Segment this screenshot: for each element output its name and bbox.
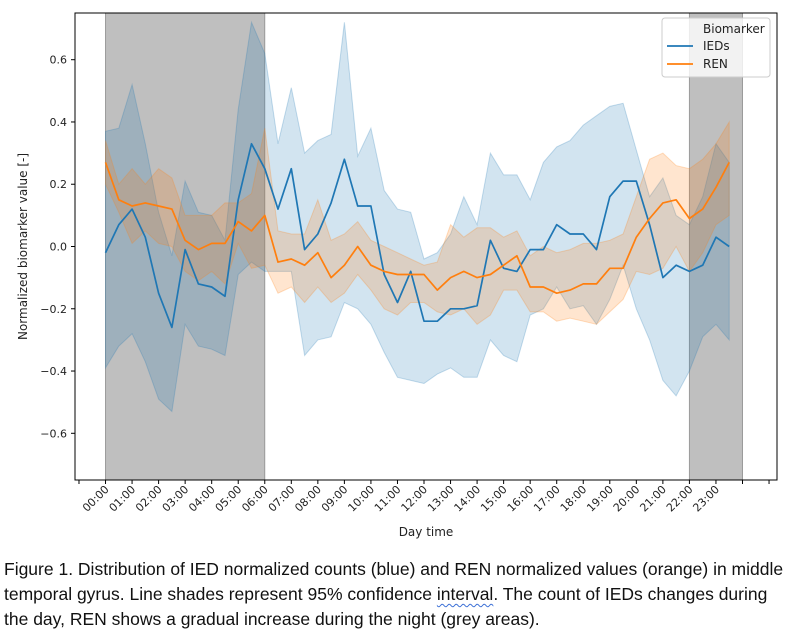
y-tick-label: −0.2 bbox=[40, 303, 67, 316]
y-tick-label: 0.0 bbox=[50, 241, 68, 254]
y-tick-label: 0.6 bbox=[50, 54, 68, 67]
x-tick-label: 03:00 bbox=[160, 483, 192, 515]
night-shade-1 bbox=[688, 12, 743, 481]
night-shading-layer bbox=[105, 12, 743, 481]
x-tick-label: 12:00 bbox=[399, 483, 431, 515]
y-tick-label: 0.2 bbox=[50, 178, 68, 191]
caption-spellcheck-word[interactable]: interval bbox=[436, 584, 494, 604]
y-tick-label: −0.4 bbox=[40, 365, 67, 378]
x-tick-label: 13:00 bbox=[425, 483, 457, 515]
ci-band-ren bbox=[105, 120, 730, 325]
x-tick-label: 20:00 bbox=[611, 483, 643, 515]
x-tick-label: 15:00 bbox=[478, 483, 510, 515]
caption-text-2: . The count of IEDs changes during the d… bbox=[4, 584, 768, 629]
legend-label-ieds: IEDs bbox=[703, 39, 730, 53]
x-tick-label: 08:00 bbox=[292, 483, 324, 515]
figure-caption: Figure 1. Distribution of IED normalized… bbox=[4, 557, 790, 632]
x-tick-label: 22:00 bbox=[664, 483, 696, 515]
series-line-ieds bbox=[104, 142, 730, 329]
confidence-bands bbox=[105, 20, 730, 413]
x-tick-label: 11:00 bbox=[372, 483, 404, 515]
x-tick-label: 19:00 bbox=[584, 483, 616, 515]
x-tick-label: 16:00 bbox=[505, 483, 537, 515]
y-axis-ticks: −0.6 −0.4 −0.2 0.0 0.2 0.4 0.6 bbox=[40, 54, 75, 440]
y-axis-label: Normalized biomarker value [-] bbox=[16, 153, 30, 340]
y-tick-label: −0.6 bbox=[40, 427, 67, 440]
x-tick-label: 00:00 bbox=[80, 483, 112, 515]
series-lines bbox=[104, 142, 730, 329]
x-tick-label: 23:00 bbox=[690, 483, 722, 515]
x-tick-label: 10:00 bbox=[345, 483, 377, 515]
night-shade-0 bbox=[105, 12, 266, 481]
series-line-ren bbox=[104, 162, 730, 295]
x-axis-ticks: 00:0001:0002:0003:0004:0005:0006:0007:00… bbox=[78, 480, 770, 515]
x-tick-label: 18:00 bbox=[558, 483, 590, 515]
legend: Biomarker IEDs REN bbox=[661, 17, 771, 78]
x-tick-label: 07:00 bbox=[266, 483, 298, 515]
y-tick-label: 0.4 bbox=[50, 116, 68, 129]
chart: −0.6 −0.4 −0.2 0.0 0.2 0.4 0.6 00:0001:0002:00… bbox=[16, 12, 778, 539]
ci-band-ieds bbox=[105, 20, 730, 413]
x-tick-label: 14:00 bbox=[452, 483, 484, 515]
caption-text-1: Figure 1. Distribution of IED normalized… bbox=[4, 559, 784, 604]
x-axis-label: Day time bbox=[399, 525, 454, 539]
x-tick-label: 05:00 bbox=[213, 483, 245, 515]
legend-title: Biomarker bbox=[703, 22, 765, 36]
x-tick-label: 17:00 bbox=[531, 483, 563, 515]
x-tick-label: 02:00 bbox=[133, 483, 165, 515]
x-tick-label: 01:00 bbox=[107, 483, 139, 515]
x-tick-label: 09:00 bbox=[319, 483, 351, 515]
x-tick-label: 21:00 bbox=[637, 483, 669, 515]
x-tick-label: 04:00 bbox=[186, 483, 218, 515]
legend-box bbox=[661, 17, 771, 78]
x-tick-label: 06:00 bbox=[239, 483, 271, 515]
legend-label-ren: REN bbox=[703, 57, 728, 71]
